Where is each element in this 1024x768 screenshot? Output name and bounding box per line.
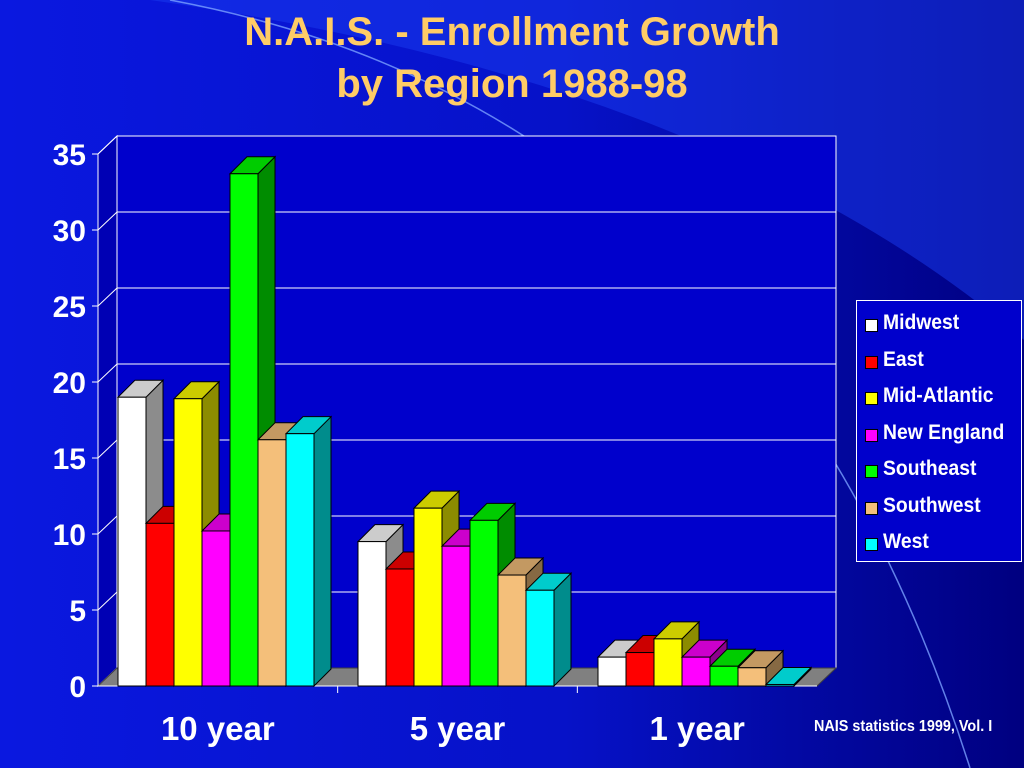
gridline-side [97, 515, 118, 535]
chart-title-line-1: N.A.I.S. - Enrollment Growth [244, 10, 780, 54]
bar [413, 507, 443, 687]
bar [229, 173, 259, 687]
bar [681, 656, 711, 687]
legend-swatch [865, 428, 878, 442]
gridline-side [97, 211, 118, 231]
legend-label: Southeast [883, 457, 977, 480]
legend-label: East [883, 347, 924, 371]
bar [441, 545, 471, 687]
bar [737, 667, 767, 687]
bar [173, 398, 203, 687]
x-tick-label: 5 year [410, 710, 506, 747]
bar [357, 541, 387, 687]
gridline-side [97, 439, 118, 459]
y-tick-label: 0 [69, 671, 86, 704]
x-tick-label: 1 year [649, 710, 745, 747]
chart-legend: Midwest East Mid-Atlantic New England Southe… [856, 300, 1022, 562]
gridline-side [97, 287, 118, 307]
legend-swatch [865, 355, 878, 369]
y-tick-label: 5 [69, 595, 86, 628]
plot-side-wall [97, 134, 118, 688]
gridline-side [97, 135, 118, 155]
y-tick-label: 15 [53, 443, 86, 476]
bar [469, 519, 499, 687]
legend-swatch [865, 501, 878, 515]
bar [525, 589, 555, 687]
chart-title-line-2: by Region 1988-98 [336, 62, 688, 106]
source-note: NAIS statistics 1999, Vol. I [814, 718, 993, 735]
legend-label: Midwest [883, 311, 960, 334]
bar [145, 522, 175, 687]
y-tick-label: 30 [53, 215, 86, 248]
bar [709, 665, 739, 687]
y-tick-label: 10 [53, 519, 86, 552]
legend-swatch [865, 392, 878, 405]
y-tick-label: 20 [53, 367, 86, 400]
x-tick-label: 10 year [161, 710, 275, 747]
bar [765, 683, 795, 687]
legend-label: New England [883, 420, 1005, 444]
bar-side [553, 572, 572, 688]
legend-swatch [865, 465, 878, 478]
y-tick-label: 35 [53, 139, 86, 172]
bar [285, 433, 315, 687]
y-tick-label: 25 [53, 291, 86, 324]
legend-swatch [865, 538, 878, 551]
legend-label: West [883, 530, 929, 553]
bar [497, 574, 527, 687]
bar [597, 656, 627, 687]
legend-label: Southwest [883, 493, 981, 517]
bar [653, 638, 683, 687]
gridline-side [97, 591, 118, 611]
legend-label: Mid-Atlantic [883, 384, 994, 407]
bar-side [313, 415, 332, 688]
legend-swatch [865, 319, 878, 332]
bar [625, 652, 655, 687]
bar [385, 568, 415, 687]
bar [117, 396, 147, 687]
bar [201, 530, 231, 687]
gridline-side [97, 363, 118, 383]
bar [257, 439, 287, 687]
